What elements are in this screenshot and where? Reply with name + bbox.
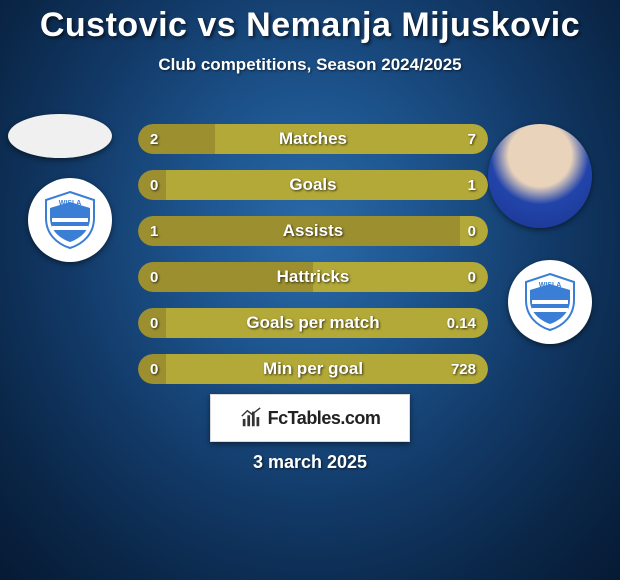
page-title: Custovic vs Nemanja Mijuskovic <box>0 0 620 45</box>
stat-label: Assists <box>138 216 488 246</box>
stat-row: 10Assists <box>138 216 488 246</box>
svg-text:WISLA: WISLA <box>59 200 82 207</box>
stat-row: 01Goals <box>138 170 488 200</box>
date-label: 3 march 2025 <box>0 452 620 473</box>
chart-icon <box>240 407 262 429</box>
stat-label: Matches <box>138 124 488 154</box>
subtitle: Club competitions, Season 2024/2025 <box>0 55 620 75</box>
stat-label: Goals per match <box>138 308 488 338</box>
source-badge[interactable]: FcTables.com <box>210 394 410 442</box>
svg-text:WISLA: WISLA <box>539 282 562 289</box>
stat-row: 00.14Goals per match <box>138 308 488 338</box>
club-badge-right: WISLA <box>508 260 592 344</box>
stat-label: Min per goal <box>138 354 488 384</box>
comparison-bars: 27Matches 01Goals 10Assists 00Hattricks 00.1… <box>138 124 488 400</box>
player-avatar-left <box>8 114 112 158</box>
stat-row: 27Matches <box>138 124 488 154</box>
stat-label: Hattricks <box>138 262 488 292</box>
player-avatar-right <box>488 124 592 228</box>
brand-name: FcTables.com <box>268 408 381 429</box>
stat-row: 0728Min per goal <box>138 354 488 384</box>
stat-label: Goals <box>138 170 488 200</box>
club-badge-left: WISLA <box>28 178 112 262</box>
stat-row: 00Hattricks <box>138 262 488 292</box>
